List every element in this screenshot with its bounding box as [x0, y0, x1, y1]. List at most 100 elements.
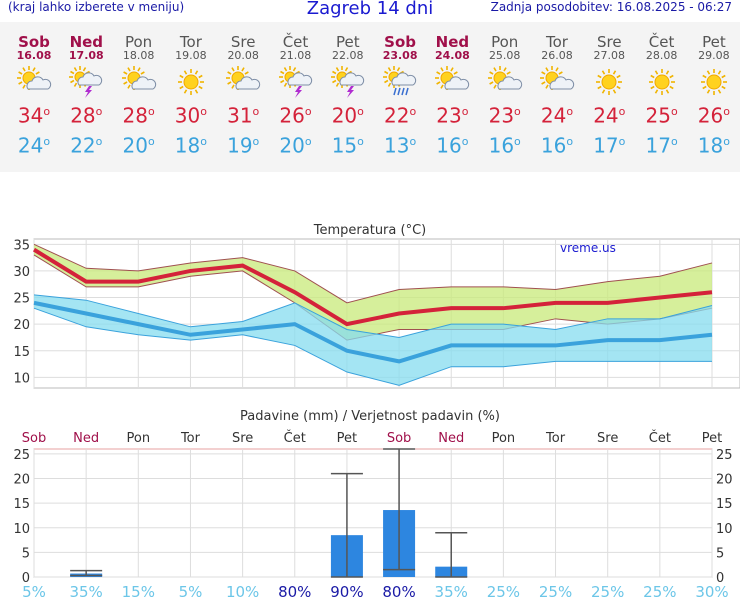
x-tick-label: Pet [337, 431, 357, 446]
weather-icon-slot [531, 62, 583, 100]
weather-icon-slot [322, 62, 374, 100]
forecast-day: Sre 27.08 24o 17o [583, 22, 635, 159]
y-tick-label-left: 5 [22, 546, 30, 561]
max-temp: 25o [645, 103, 678, 128]
min-temp: 13o [384, 133, 417, 158]
day-date: 25.08 [488, 49, 521, 62]
sun-cloud-icon [435, 66, 470, 90]
max-temp: 26o [279, 103, 312, 128]
x-tick-label: Čet [284, 430, 306, 446]
day-name: Pon [124, 33, 153, 51]
x-tick-label: Sre [597, 431, 618, 446]
y-tick-label: 15 [13, 345, 30, 360]
y-tick-label: 30 [13, 265, 30, 280]
min-temp-line [33, 300, 713, 364]
day-name: Čet [648, 33, 675, 51]
forecast-day: Tor 19.08 30o 18o [165, 22, 217, 159]
day-date: 28.08 [645, 49, 678, 62]
temperature-chart-title: Temperatura (°C) [313, 223, 426, 238]
day-name: Tor [546, 33, 568, 51]
sun-cloud-icon [540, 66, 575, 90]
x-tick-label: Ned [438, 431, 464, 446]
sun-icon [700, 69, 727, 95]
max-temp: 24o [593, 103, 626, 128]
header-left-note: (kraj lahko izberete v meniju) [8, 0, 185, 14]
day-date: 23.08 [382, 49, 418, 62]
min-temp: 22o [70, 133, 103, 158]
weather-icon-slot [113, 62, 165, 100]
precip-probability: 80% [382, 583, 415, 600]
y-tick-label: 10 [13, 371, 30, 386]
max-temp: 28o [70, 103, 103, 128]
y-tick-label-right: 20 [716, 473, 733, 488]
forecast-day: Ned 17.08 28o 22o [60, 22, 112, 159]
precip-probability: 25% [539, 583, 572, 600]
precipitation-chart: Padavine (mm) / Verjetnost padavin (%) So… [13, 409, 733, 600]
precip-probability: 5% [179, 583, 203, 600]
day-date: 24.08 [434, 49, 470, 62]
precip-probability: 35% [435, 583, 468, 600]
precipitation-chart-title: Padavine (mm) / Verjetnost padavin (%) [240, 409, 500, 424]
day-date: 26.08 [541, 49, 573, 62]
min-temp: 17o [645, 133, 678, 158]
y-tick-label-right: 0 [716, 571, 724, 586]
sun-cloud-icon [226, 66, 261, 90]
precip-probability: 80% [278, 583, 311, 600]
weather-icon-slot [165, 62, 217, 100]
thunderstorm-icon [330, 66, 364, 98]
forecast-day: Pon 25.08 23o 16o [479, 22, 531, 159]
max-temp: 22o [384, 103, 417, 128]
max-temp: 20o [331, 103, 364, 128]
weather-icon-slot [688, 62, 740, 100]
day-name: Tor [179, 33, 202, 51]
weather-icon-slot [374, 62, 426, 100]
y-tick-label-left: 10 [13, 522, 30, 537]
precip-probability: 25% [591, 583, 624, 600]
x-tick-label: Čet [649, 430, 671, 446]
min-temp: 16o [436, 133, 469, 158]
weather-icon-slot [426, 62, 478, 100]
min-temp: 20o [279, 133, 312, 158]
day-name: Sre [597, 33, 622, 51]
sun-icon [596, 69, 623, 95]
sun-cloud-icon [17, 66, 52, 90]
forecast-day: Čet 28.08 25o 17o [636, 22, 688, 159]
day-date: 17.08 [68, 49, 104, 62]
min-temp: 24o [17, 133, 51, 158]
precip-probability: 90% [330, 583, 363, 600]
weather-icon-slot [270, 62, 322, 100]
y-tick-label-left: 15 [13, 497, 30, 512]
day-date: 29.08 [698, 49, 730, 62]
daily-forecast-strip: Sob 16.08 34o 24o Ned 17.08 28o 22o Pon 18.08 28o 2… [0, 22, 740, 172]
sun-cloud-icon [121, 66, 156, 90]
min-temp: 19o [227, 133, 260, 158]
y-tick-label: 35 [13, 238, 30, 253]
precip-probability: 25% [487, 583, 520, 600]
day-date: 22.08 [332, 49, 364, 62]
sun-icon [648, 69, 675, 95]
y-tick-label-left: 20 [13, 473, 30, 488]
y-tick-label: 25 [13, 292, 30, 307]
weather-icon-slot [479, 62, 531, 100]
max-temp-range-band-upper [33, 243, 713, 304]
sun-icon [177, 69, 204, 95]
forecast-day: Sob 23.08 22o 13o [374, 22, 426, 159]
precip-probability: 15% [122, 583, 155, 600]
y-tick-label-left: 25 [13, 448, 30, 463]
y-tick-label-right: 25 [716, 448, 733, 463]
weather-icon-slot [60, 62, 112, 100]
thunderstorm-icon [278, 66, 312, 98]
forecast-day: Sob 16.08 34o 24o [8, 22, 60, 159]
x-tick-label: Pon [127, 431, 151, 446]
forecast-day: Ned 24.08 23o 16o [426, 22, 478, 159]
day-date: 21.08 [279, 49, 312, 62]
x-tick-label: Ned [73, 431, 99, 446]
forecast-day: Pon 18.08 28o 20o [113, 22, 165, 159]
day-name: Sre [230, 33, 256, 51]
precip-probability: 10% [226, 583, 259, 600]
thunderstorm-icon [69, 66, 103, 98]
x-tick-label: Sre [232, 431, 253, 446]
max-temp: 28o [122, 103, 155, 128]
min-temp: 17o [593, 133, 626, 158]
day-name: Ned [435, 33, 470, 51]
